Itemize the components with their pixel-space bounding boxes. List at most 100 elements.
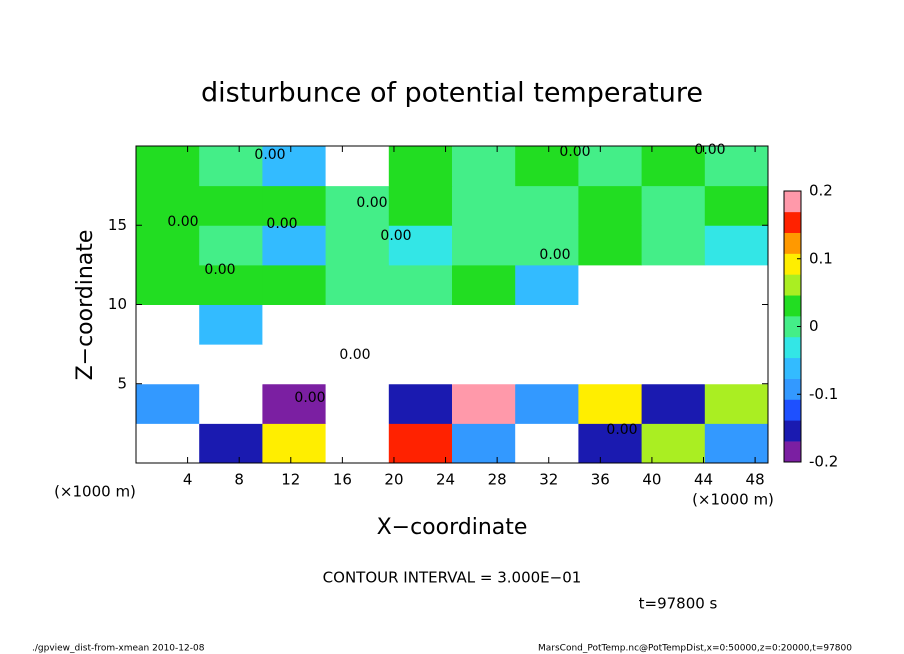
x-tick-label: 32 bbox=[539, 471, 558, 489]
field-cell bbox=[388, 225, 453, 266]
field-cell bbox=[704, 383, 769, 424]
field-cell bbox=[388, 383, 453, 424]
field-cell bbox=[262, 423, 327, 464]
x-tick-label: 24 bbox=[436, 471, 455, 489]
field-cell bbox=[136, 146, 200, 187]
field-cell bbox=[704, 344, 769, 385]
x-tick-label: 40 bbox=[642, 471, 661, 489]
y-tick-label: 5 bbox=[117, 374, 127, 392]
field-cell bbox=[578, 225, 643, 266]
colorbar-tick-label: 0.2 bbox=[809, 182, 833, 200]
colorbar-tick-label: 0 bbox=[809, 317, 819, 335]
contour-label: 0.00 bbox=[204, 262, 235, 278]
field-cell bbox=[641, 383, 706, 424]
x-tick-label: 8 bbox=[234, 471, 244, 489]
contour-label: 0.00 bbox=[559, 144, 590, 160]
field-cell bbox=[325, 264, 390, 305]
field-cell bbox=[262, 185, 327, 226]
field-cell bbox=[641, 225, 706, 266]
field-cell bbox=[515, 383, 579, 424]
time-label: t=97800 s bbox=[639, 595, 718, 613]
field-cell bbox=[452, 423, 516, 464]
field-cell bbox=[136, 225, 200, 266]
field-cell bbox=[578, 423, 643, 464]
field-cell bbox=[262, 383, 327, 424]
y-tick-label: 15 bbox=[108, 216, 127, 234]
y-tick-label: 10 bbox=[108, 295, 127, 313]
field-cell bbox=[578, 264, 643, 305]
field-cell bbox=[641, 304, 706, 345]
field-cell bbox=[136, 383, 200, 424]
field-cell bbox=[578, 146, 643, 187]
footer-right: MarsCond_PotTemp.nc@PotTempDist,x=0:5000… bbox=[538, 644, 852, 654]
field-cell bbox=[641, 344, 706, 385]
contour-label: 0.00 bbox=[539, 247, 570, 263]
colorbar-swatch bbox=[784, 336, 801, 359]
field-cell bbox=[199, 146, 263, 187]
contour-label: 0.00 bbox=[254, 147, 285, 163]
field-cell bbox=[452, 185, 516, 226]
field-cell bbox=[199, 264, 263, 305]
field-cell bbox=[641, 264, 706, 305]
field-cell bbox=[388, 185, 453, 226]
contour-label: 0.00 bbox=[266, 216, 297, 232]
field-cell bbox=[388, 304, 453, 345]
y-unit: (×1000 m) bbox=[54, 483, 136, 501]
field-cell bbox=[704, 423, 769, 464]
field-cell bbox=[325, 383, 390, 424]
contour-label: 0.00 bbox=[294, 390, 325, 406]
field-cell bbox=[515, 264, 579, 305]
field-cell bbox=[262, 225, 327, 266]
field-cell bbox=[578, 383, 643, 424]
field-cell bbox=[641, 185, 706, 226]
field-cell bbox=[704, 185, 769, 226]
field-cell bbox=[452, 225, 516, 266]
field-cell bbox=[199, 185, 263, 226]
field-cell bbox=[515, 423, 579, 464]
field-cell bbox=[199, 344, 263, 385]
field-cell bbox=[199, 304, 263, 345]
footer-left: ./gpview_dist-from-xmean 2010-12-08 bbox=[32, 644, 205, 654]
x-tick-label: 28 bbox=[488, 471, 507, 489]
x-tick-label: 36 bbox=[591, 471, 610, 489]
colorbar-swatch bbox=[784, 274, 801, 296]
colorbar-swatch bbox=[784, 232, 801, 254]
colorbar-swatch bbox=[784, 420, 801, 442]
field-cell bbox=[262, 264, 327, 305]
field-cell bbox=[578, 185, 643, 226]
x-axis-label: X−coordinate bbox=[377, 515, 528, 540]
contour-label: 0.00 bbox=[606, 422, 637, 438]
field-cell bbox=[515, 185, 579, 226]
field-cell bbox=[325, 225, 390, 266]
field-cell bbox=[136, 304, 200, 345]
contour-label: 0.00 bbox=[694, 142, 725, 158]
colorbar-swatch bbox=[784, 211, 801, 233]
field-cell bbox=[388, 264, 453, 305]
colorbar-swatch bbox=[784, 253, 801, 275]
field-cell bbox=[388, 423, 453, 464]
x-tick-label: 48 bbox=[746, 471, 765, 489]
field-cell bbox=[452, 264, 516, 305]
field-cell bbox=[578, 344, 643, 385]
contour-label: 0.00 bbox=[167, 214, 198, 230]
colorbar-tick-label: 0.1 bbox=[809, 249, 833, 267]
field-cell bbox=[262, 344, 327, 385]
colorbar-swatch bbox=[784, 378, 801, 400]
x-tick-label: 20 bbox=[384, 471, 403, 489]
colorbar-tick-label: -0.2 bbox=[809, 453, 838, 471]
colorbar-swatch bbox=[784, 295, 801, 317]
x-tick-label: 12 bbox=[281, 471, 300, 489]
x-tick-label: 4 bbox=[183, 471, 193, 489]
field-cell bbox=[515, 304, 579, 345]
colorbar-swatch bbox=[784, 316, 801, 338]
x-unit: (×1000 m) bbox=[692, 491, 774, 509]
colorbar-swatch bbox=[784, 441, 801, 463]
contour-interval: CONTOUR INTERVAL = 3.000E−01 bbox=[323, 569, 582, 587]
chart-title: disturbunce of potential temperature bbox=[201, 78, 703, 109]
field-cell bbox=[641, 146, 706, 187]
field-cell bbox=[515, 344, 579, 385]
x-tick-label: 16 bbox=[333, 471, 352, 489]
colorbar-swatch bbox=[784, 357, 801, 379]
